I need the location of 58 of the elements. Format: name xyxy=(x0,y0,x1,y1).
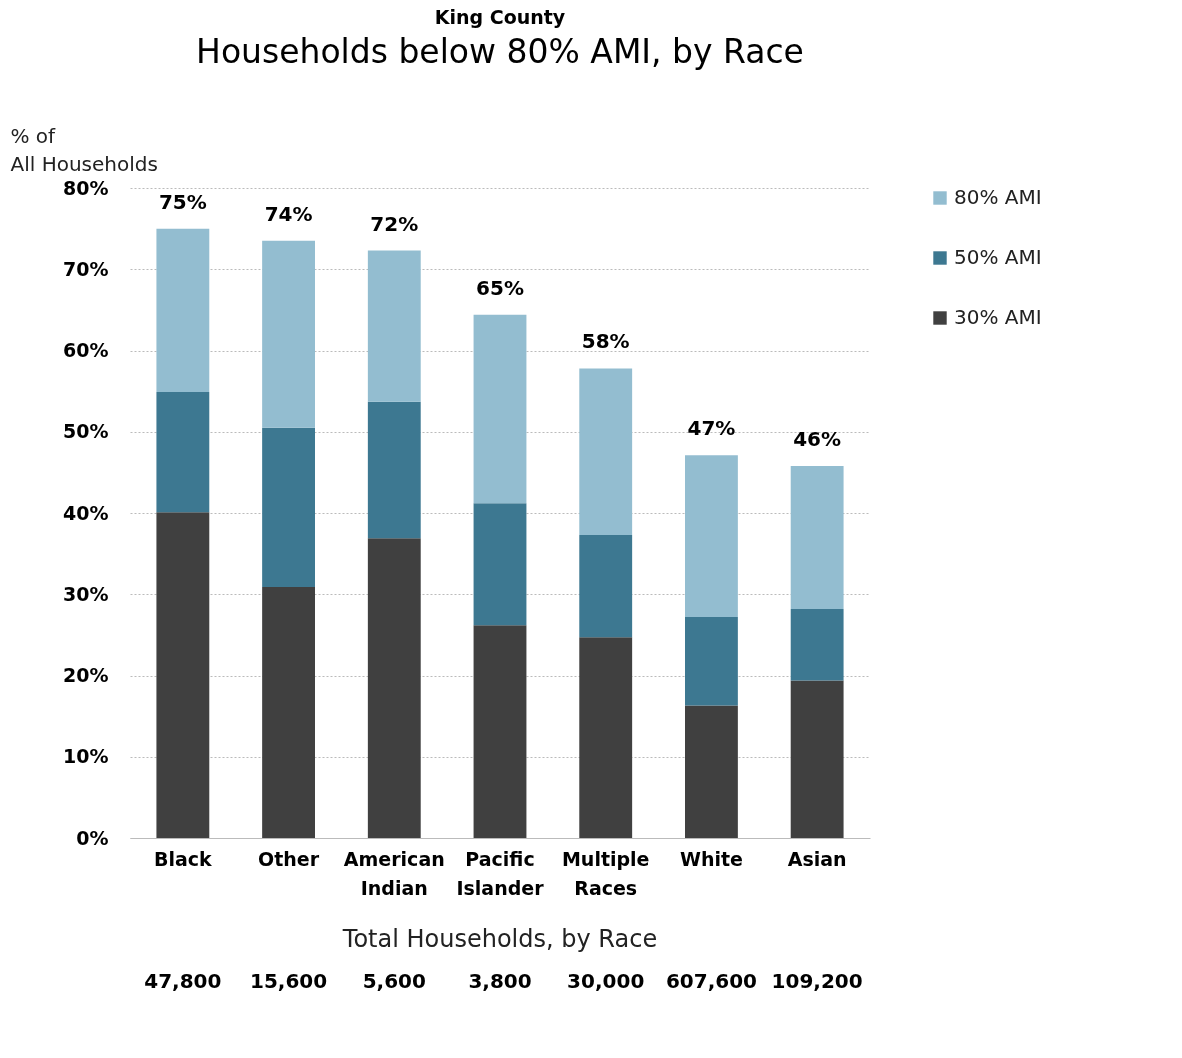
x-tick-label: Other xyxy=(258,847,320,870)
chart-title: Households below 80% AMI, by Race xyxy=(195,32,805,71)
bar xyxy=(262,240,315,428)
chart-subtitle: King County xyxy=(433,6,567,28)
bar xyxy=(262,586,315,838)
text: 5,600 xyxy=(362,969,426,993)
bar xyxy=(685,705,738,838)
bar xyxy=(156,512,210,838)
y-tick-label: 70% xyxy=(63,257,109,280)
bar xyxy=(473,503,527,626)
y-tick-label: 50% xyxy=(63,420,109,443)
bar xyxy=(579,637,633,838)
bar xyxy=(367,538,421,838)
y-tick-label: 0% xyxy=(76,826,109,849)
text: 109,200 xyxy=(771,969,863,993)
total-label: 58% xyxy=(581,329,630,354)
bar xyxy=(156,391,210,513)
total-label: 74% xyxy=(264,201,313,226)
bar xyxy=(790,465,844,609)
bar xyxy=(790,680,844,838)
y-tick-label: 20% xyxy=(63,664,109,686)
text: 607,600 xyxy=(665,969,757,993)
y-tick-label: 10% xyxy=(63,745,109,768)
bar xyxy=(262,427,315,587)
x-tick-label: White xyxy=(679,847,743,870)
x-tick-label: Multiple Races xyxy=(561,847,650,899)
text: 15,600 xyxy=(249,969,328,993)
x-tick-label: Black xyxy=(154,847,213,870)
total-label: 46% xyxy=(793,426,842,451)
y-tick-label: 40% xyxy=(63,501,109,524)
total-label: 72% xyxy=(370,211,419,236)
bar xyxy=(473,314,527,504)
x-tick-label: American Indian xyxy=(343,847,445,899)
y-tick-label: 30% xyxy=(63,582,109,605)
text: 47,800 xyxy=(144,969,222,993)
legend-label: 30% AMI xyxy=(954,305,1042,329)
bar xyxy=(367,250,421,402)
legend-label: 80% AMI xyxy=(954,185,1042,209)
bar xyxy=(685,617,738,706)
y-tick-label: 60% xyxy=(63,339,109,361)
legend-label: 50% AMI xyxy=(954,245,1042,269)
text: Total Households, by Race xyxy=(341,925,658,953)
bar xyxy=(579,368,633,535)
text: 3,800 xyxy=(468,969,532,993)
bar xyxy=(473,625,527,838)
x-tick-label: Pacific Islander xyxy=(456,847,545,899)
total-label: 65% xyxy=(476,275,524,300)
total-label: 75% xyxy=(158,189,207,214)
y-axis-title: % of All Households xyxy=(10,123,158,176)
bar xyxy=(367,401,421,539)
x-tick-label: Asian xyxy=(787,847,847,870)
bar xyxy=(579,534,633,638)
bar xyxy=(685,455,738,617)
y-tick-label: 80% xyxy=(63,176,109,199)
total-label: 47% xyxy=(687,416,736,441)
bar xyxy=(156,228,210,392)
text: 30,000 xyxy=(567,969,645,993)
bar xyxy=(790,608,844,681)
